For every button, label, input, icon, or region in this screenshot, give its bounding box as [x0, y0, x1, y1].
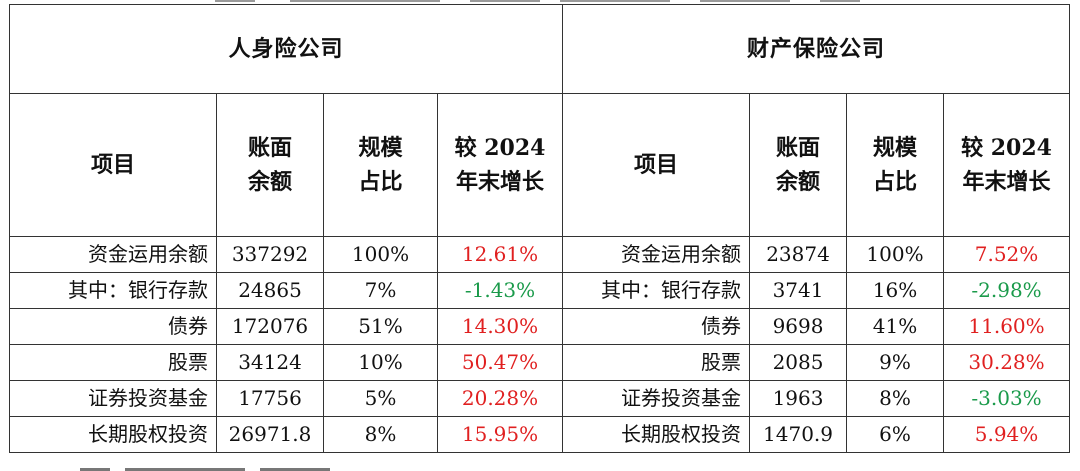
table-row: 资金运用余额 337292 100% 12.61% 资金运用余额 23874 1…	[9, 236, 1071, 273]
property-growth: 11.60%	[943, 308, 1071, 345]
row-label: 其中：银行存款	[9, 272, 217, 309]
life-book-value: 34124	[216, 344, 324, 381]
cropped-text-above	[0, 0, 1080, 4]
life-book-value: 17756	[216, 380, 324, 417]
row-label: 长期股权投资	[9, 416, 217, 453]
life-share: 51%	[323, 308, 438, 345]
header-item: 项目	[562, 93, 751, 237]
property-share: 100%	[846, 236, 945, 273]
property-share: 41%	[846, 308, 945, 345]
life-share: 8%	[323, 416, 438, 453]
header-growth: 较 2024 年末增长	[943, 93, 1071, 237]
row-label: 证券投资基金	[562, 380, 751, 417]
row-label: 资金运用余额	[562, 236, 751, 273]
row-label: 长期股权投资	[562, 416, 751, 453]
header-growth: 较 2024 年末增长	[436, 93, 564, 237]
column-header-row: 项目 账面 余额 规模 占比 较 2024 年末增长 项目 账面 余额 规模 占比 较 2…	[9, 93, 1071, 237]
header-book-value: 账面 余额	[749, 93, 848, 237]
life-share: 10%	[323, 344, 438, 381]
table-row: 其中：银行存款 24865 7% -1.43% 其中：银行存款 3741 16%…	[9, 272, 1071, 309]
row-label: 债券	[562, 308, 751, 345]
row-label: 股票	[562, 344, 751, 381]
life-book-value: 172076	[216, 308, 324, 345]
table-row: 股票 34124 10% 50.47% 股票 2085 9% 30.28%	[9, 344, 1071, 381]
header-scale-share: 规模 占比	[323, 93, 438, 237]
header-scale-share: 规模 占比	[846, 93, 945, 237]
property-book-value: 9698	[749, 308, 848, 345]
life-share: 100%	[323, 236, 438, 273]
life-share: 7%	[323, 272, 438, 309]
header-book-value: 账面 余额	[216, 93, 324, 237]
header-item: 项目	[9, 93, 217, 237]
property-share: 6%	[846, 416, 945, 453]
group-life-insurance: 人身险公司	[8, 4, 564, 94]
property-book-value: 23874	[749, 236, 848, 273]
life-growth: 15.95%	[436, 416, 564, 453]
table-row: 债券 172076 51% 14.30% 债券 9698 41% 11.60%	[9, 308, 1071, 345]
life-growth: 12.61%	[436, 236, 564, 273]
property-book-value: 1470.9	[749, 416, 848, 453]
life-book-value: 24865	[216, 272, 324, 309]
property-share: 16%	[846, 272, 945, 309]
row-label: 其中：银行存款	[562, 272, 751, 309]
property-growth: 30.28%	[943, 344, 1071, 381]
life-growth: 14.30%	[436, 308, 564, 345]
property-growth: -2.98%	[943, 272, 1071, 309]
table-row: 证券投资基金 17756 5% 20.28% 证券投资基金 1963 8% -3…	[9, 380, 1071, 417]
property-share: 9%	[846, 344, 945, 381]
life-share: 5%	[323, 380, 438, 417]
insurance-fund-table: 人身险公司 财产保险公司 项目 账面 余额 规模 占比 较 2024 年末增长 项目 …	[8, 4, 1071, 453]
row-label: 股票	[9, 344, 217, 381]
property-growth: 5.94%	[943, 416, 1071, 453]
cropped-footnote-text	[40, 464, 440, 471]
group-property-insurance: 财产保险公司	[562, 4, 1071, 94]
property-book-value: 1963	[749, 380, 848, 417]
group-header-row: 人身险公司 财产保险公司	[8, 4, 1071, 94]
property-book-value: 3741	[749, 272, 848, 309]
life-book-value: 26971.8	[216, 416, 324, 453]
table-row: 长期股权投资 26971.8 8% 15.95% 长期股权投资 1470.9 6…	[9, 416, 1071, 453]
property-book-value: 2085	[749, 344, 848, 381]
life-growth: 20.28%	[436, 380, 564, 417]
row-label: 资金运用余额	[9, 236, 217, 273]
property-growth: 7.52%	[943, 236, 1071, 273]
life-growth: 50.47%	[436, 344, 564, 381]
row-label: 债券	[9, 308, 217, 345]
property-share: 8%	[846, 380, 945, 417]
property-growth: -3.03%	[943, 380, 1071, 417]
row-label: 证券投资基金	[9, 380, 217, 417]
life-growth: -1.43%	[436, 272, 564, 309]
life-book-value: 337292	[216, 236, 324, 273]
